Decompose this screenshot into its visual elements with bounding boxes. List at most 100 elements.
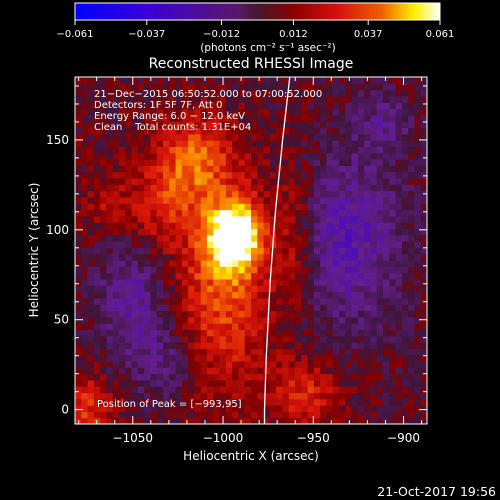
heatmap-cell — [81, 411, 89, 419]
heatmap-cell — [301, 196, 309, 204]
heatmap-cell — [194, 247, 202, 255]
heatmap-cell — [364, 329, 372, 337]
heatmap-cell — [75, 108, 82, 116]
heatmap-cell — [87, 278, 95, 286]
heatmap-cell — [282, 398, 290, 406]
heatmap-cell — [339, 165, 346, 173]
heatmap-cell — [194, 392, 202, 400]
heatmap-cell — [364, 341, 372, 349]
heatmap-cell — [169, 241, 177, 248]
heatmap-cell — [351, 165, 359, 173]
heatmap-cell — [276, 190, 284, 198]
heatmap-cell — [125, 203, 133, 211]
heatmap-cell — [119, 253, 126, 261]
heatmap-cell — [257, 95, 265, 103]
heatmap-cell — [420, 348, 427, 356]
heatmap-cell — [307, 159, 315, 166]
heatmap-cell — [125, 140, 133, 147]
heatmap-cell — [93, 373, 101, 381]
heatmap-cell — [137, 291, 145, 299]
heatmap-cell — [395, 278, 403, 286]
heatmap-cell — [163, 266, 170, 274]
heatmap-cell — [263, 165, 271, 173]
heatmap-cell — [339, 241, 346, 248]
heatmap-cell — [326, 354, 334, 362]
heatmap-cell — [131, 77, 139, 84]
heatmap-cell — [238, 297, 246, 305]
heatmap-cell — [81, 114, 89, 122]
heatmap-cell — [194, 411, 202, 419]
heatmap-cell — [414, 209, 422, 217]
heatmap-cell — [339, 285, 346, 293]
heatmap-cell — [364, 291, 372, 299]
heatmap-cell — [144, 146, 152, 154]
heatmap-cell — [169, 165, 177, 173]
heatmap-cell — [395, 304, 403, 312]
heatmap-cell — [295, 102, 302, 110]
heatmap-cell — [288, 266, 296, 274]
heatmap-cell — [301, 228, 309, 236]
heatmap-cell — [282, 316, 290, 324]
colorbar-tick-label: 0.037 — [354, 29, 383, 40]
heatmap-cell — [251, 234, 258, 242]
heatmap-cell — [119, 278, 126, 286]
heatmap-cell — [420, 152, 427, 160]
heatmap-cell — [225, 209, 233, 217]
heatmap-cell — [137, 203, 145, 211]
heatmap-cell — [238, 360, 246, 368]
heatmap-cell — [383, 405, 390, 412]
heatmap-cell — [395, 253, 403, 261]
heatmap-cell — [389, 253, 397, 261]
heatmap-cell — [414, 177, 422, 185]
heatmap-cell — [376, 127, 384, 135]
heatmap-cell — [376, 89, 384, 97]
heatmap-cell — [232, 152, 240, 160]
heatmap-cell — [401, 190, 409, 198]
heatmap-cell — [150, 203, 158, 211]
heatmap-cell — [288, 329, 296, 337]
heatmap-cell — [420, 373, 427, 381]
heatmap-cell — [269, 177, 277, 185]
heatmap-cell — [301, 127, 309, 135]
heatmap-cell — [357, 285, 365, 293]
heatmap-cell — [326, 127, 334, 135]
heatmap-cell — [351, 379, 359, 387]
heatmap-cell — [156, 253, 164, 261]
heatmap-cell — [357, 278, 365, 286]
heatmap-cell — [320, 146, 328, 154]
heatmap-cell — [295, 259, 302, 267]
heatmap-cell — [188, 102, 196, 110]
heatmap-cell — [357, 335, 365, 343]
heatmap-cell — [332, 215, 340, 223]
heatmap-cell — [93, 278, 101, 286]
heatmap-cell — [100, 146, 108, 154]
heatmap-cell — [81, 89, 89, 97]
heatmap-cell — [307, 222, 315, 230]
heatmap-cell — [332, 77, 340, 84]
heatmap-cell — [238, 417, 246, 424]
heatmap-cell — [357, 127, 365, 135]
heatmap-cell — [276, 405, 284, 412]
heatmap-cell — [276, 222, 284, 230]
heatmap-cell — [81, 348, 89, 356]
heatmap-cell — [93, 83, 101, 91]
heatmap-cell — [376, 190, 384, 198]
heatmap-cell — [207, 215, 214, 223]
heatmap-cell — [383, 121, 390, 129]
heatmap-cell — [370, 259, 378, 267]
heatmap-cell — [112, 379, 120, 387]
heatmap-cell — [263, 77, 271, 84]
heatmap-cell — [181, 108, 189, 116]
heatmap-cell — [320, 190, 328, 198]
heatmap-cell — [339, 95, 346, 103]
heatmap-cell — [207, 405, 214, 412]
heatmap-cell — [194, 417, 202, 424]
heatmap-cell — [301, 152, 309, 160]
heatmap-cell — [332, 234, 340, 242]
heatmap-cell — [301, 278, 309, 286]
heatmap-cell — [87, 341, 95, 349]
heatmap-cell — [75, 373, 82, 381]
heatmap-cell — [200, 278, 208, 286]
heatmap-cell — [112, 316, 120, 324]
heatmap-cell — [200, 234, 208, 242]
